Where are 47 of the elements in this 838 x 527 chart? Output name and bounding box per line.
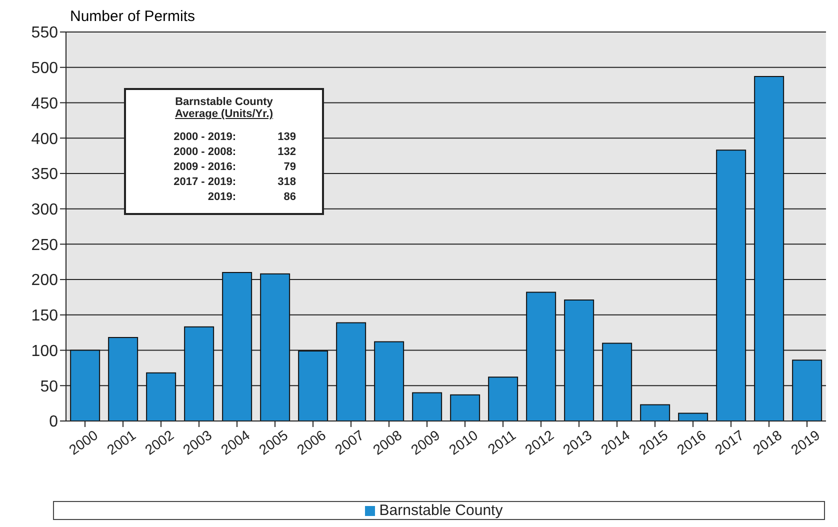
annotation: 318: [276, 175, 296, 190]
x-tick-label: 2011: [484, 426, 519, 458]
bar: [412, 392, 442, 421]
bar: [70, 350, 100, 421]
y-tick-label: 150: [31, 308, 58, 325]
y-tick-label: 450: [31, 95, 58, 112]
bar: [222, 272, 252, 421]
y-tick-label: 400: [31, 130, 58, 148]
annotation: 2000 - 2019:: [172, 130, 236, 145]
bar: [146, 372, 176, 421]
bar: [792, 360, 822, 421]
annotation: Average (Units/Yr.): [174, 108, 274, 120]
y-tick-label: 250: [31, 236, 58, 254]
bar: [488, 376, 518, 421]
annotation: 2009 - 2016:: [172, 160, 236, 175]
bar: [336, 322, 366, 421]
y-axis-title: Number of Permits: [70, 8, 196, 25]
bar: [108, 337, 138, 421]
bar: [298, 350, 328, 421]
y-tick-label: 550: [31, 24, 58, 42]
annotation: 2000 - 2008:: [172, 145, 236, 160]
y-tick-label: 0: [49, 414, 58, 431]
legend-label: Barnstable County: [379, 502, 503, 519]
bar: [374, 341, 404, 421]
bar: [184, 326, 214, 421]
y-tick-label: 100: [31, 342, 58, 360]
y-tick-label: 200: [31, 272, 58, 290]
bar: [754, 76, 784, 421]
annotation: 2019:: [206, 190, 236, 205]
y-tick-label: 50: [40, 378, 58, 396]
y-tick-label: 350: [31, 166, 58, 184]
bar: [716, 150, 746, 421]
annotation: 132: [276, 145, 296, 160]
annotation: 86: [282, 190, 296, 205]
y-tick-label: 500: [31, 60, 58, 78]
y-tick-label: 300: [31, 202, 58, 218]
bar: [640, 404, 670, 421]
annotation: 2017 - 2019:: [172, 175, 236, 190]
bar: [678, 412, 708, 421]
bar: [260, 273, 290, 421]
bar: [450, 394, 480, 421]
bar: [526, 292, 556, 421]
bar: [602, 342, 632, 421]
bar: [564, 300, 594, 421]
annotation: Barnstable County: [174, 96, 274, 108]
annotation: 139: [276, 130, 296, 145]
annotation: 79: [282, 160, 296, 175]
